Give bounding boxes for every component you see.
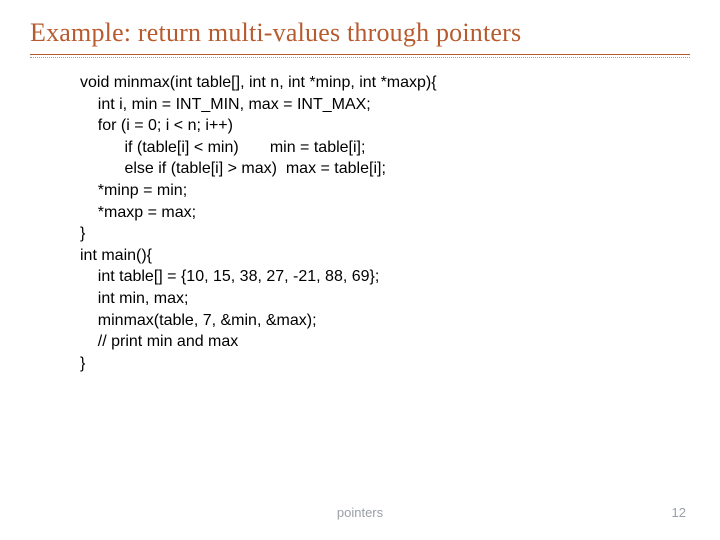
code-line: for (i = 0; i < n; i++) [80,115,690,137]
code-line: } [80,353,690,375]
footer-label: pointers [337,505,383,520]
code-line: minmax(table, 7, &min, &max); [80,310,690,332]
slide-title: Example: return multi-values through poi… [30,18,690,48]
code-line: int main(){ [80,245,690,267]
slide-container: Example: return multi-values through poi… [0,0,720,540]
code-line: if (table[i] < min) min = table[i]; [80,137,690,159]
code-block: void minmax(int table[], int n, int *min… [80,72,690,374]
dotted-separator [30,57,690,58]
code-line: *maxp = max; [80,202,690,224]
code-line: } [80,223,690,245]
code-line: void minmax(int table[], int n, int *min… [80,72,690,94]
code-line: int i, min = INT_MIN, max = INT_MAX; [80,94,690,116]
code-line: // print min and max [80,331,690,353]
page-number: 12 [672,505,686,520]
code-line: *minp = min; [80,180,690,202]
title-underline [30,54,690,55]
code-line: else if (table[i] > max) max = table[i]; [80,158,690,180]
code-line: int min, max; [80,288,690,310]
code-line: int table[] = {10, 15, 38, 27, -21, 88, … [80,266,690,288]
